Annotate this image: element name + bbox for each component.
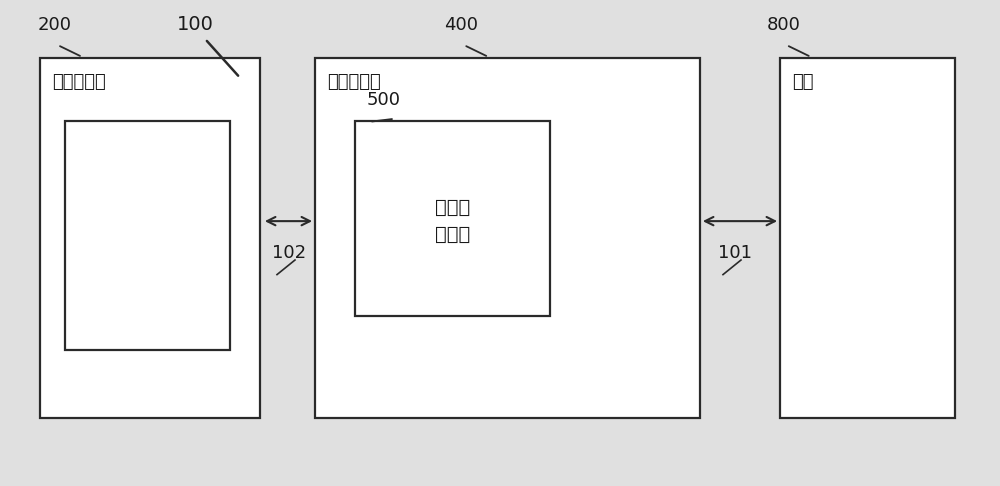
Bar bbox=[355, 122, 550, 316]
Bar bbox=[65, 122, 230, 350]
Text: 800: 800 bbox=[767, 16, 801, 34]
Bar bbox=[40, 58, 260, 418]
Text: 100: 100 bbox=[177, 15, 213, 34]
Text: 主机: 主机 bbox=[792, 73, 814, 91]
Text: 电容测
量电路: 电容测 量电路 bbox=[435, 198, 470, 244]
Text: 触摸控制器: 触摸控制器 bbox=[327, 73, 381, 91]
Text: 触摸传感器: 触摸传感器 bbox=[52, 73, 106, 91]
Text: 200: 200 bbox=[38, 16, 72, 34]
Bar bbox=[315, 58, 700, 418]
Bar bbox=[780, 58, 955, 418]
Text: 101: 101 bbox=[718, 244, 752, 262]
Text: 400: 400 bbox=[444, 16, 478, 34]
Text: 102: 102 bbox=[272, 244, 306, 262]
Text: 500: 500 bbox=[367, 91, 401, 109]
